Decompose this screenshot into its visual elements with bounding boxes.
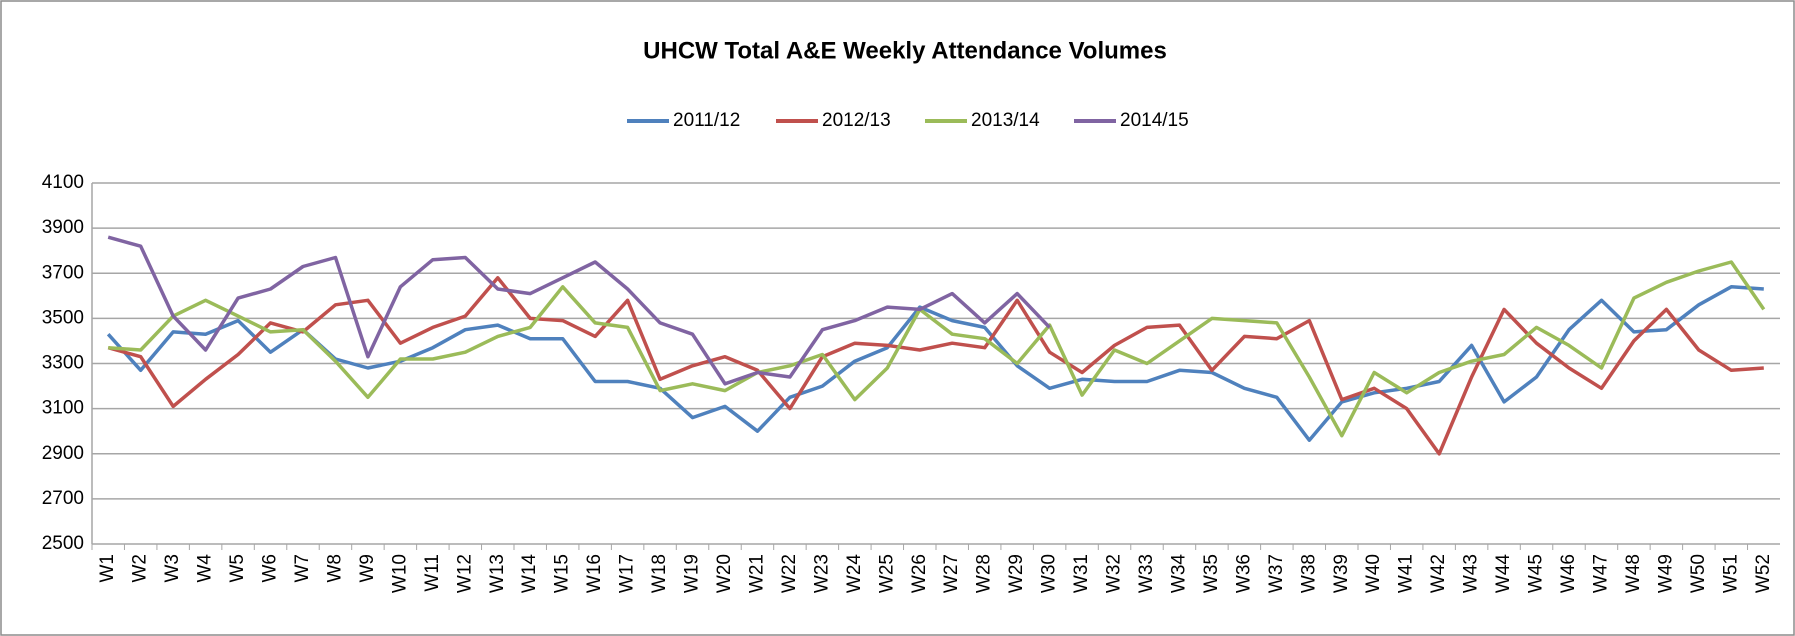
x-tick-label: W6 (260, 554, 281, 583)
x-tick-label: W32 (1104, 554, 1125, 593)
x-tick-label: W10 (389, 554, 410, 593)
x-tick-label: W39 (1331, 554, 1352, 593)
x-tick-label: W2 (130, 554, 151, 583)
x-tick-label: W25 (876, 554, 897, 593)
x-tick-label: W33 (1136, 554, 1157, 593)
x-tick-label: W30 (1039, 554, 1060, 593)
x-tick-label: W43 (1461, 554, 1482, 593)
y-tick-label: 3900 (42, 217, 84, 238)
x-tick-label: W47 (1590, 554, 1611, 593)
x-tick-label: W14 (519, 554, 540, 594)
y-tick-label: 4100 (42, 172, 84, 193)
x-tick-label: W26 (909, 554, 930, 593)
x-tick-label: W15 (552, 554, 573, 593)
x-tick-label: W42 (1428, 554, 1449, 593)
x-tick-label: W37 (1266, 554, 1287, 593)
y-tick-label: 2900 (42, 443, 84, 464)
x-tick-label: W13 (487, 554, 508, 593)
chart-title: UHCW Total A&E Weekly Attendance Volumes (643, 37, 1167, 64)
x-tick-label: W21 (746, 554, 767, 593)
x-tick-label: W8 (324, 554, 345, 583)
legend-label: 2011/12 (673, 110, 740, 131)
x-tick-label: W4 (195, 554, 216, 583)
x-tick-label: W9 (357, 554, 378, 583)
series-line (107, 235, 1051, 386)
y-tick-label: 3300 (42, 353, 84, 374)
x-tick-label: W18 (649, 554, 670, 593)
x-tick-label: W22 (779, 554, 800, 593)
y-tick-label: 3700 (42, 262, 84, 283)
x-tick-label: W36 (1233, 554, 1254, 593)
x-tick-label: W48 (1623, 554, 1644, 593)
x-tick-label: W17 (617, 554, 638, 593)
x-tick-label: W41 (1396, 554, 1417, 593)
x-tick-label: W34 (1168, 554, 1189, 594)
x-tick-label: W29 (1006, 554, 1027, 593)
x-tick-label: W35 (1201, 554, 1222, 593)
x-tick-label: W24 (844, 554, 865, 594)
x-tick-label: W51 (1720, 554, 1741, 593)
x-tick-label: W27 (941, 554, 962, 593)
x-tick-label: W45 (1526, 554, 1547, 593)
x-tick-label: W31 (1071, 554, 1092, 593)
x-tick-label: W1 (97, 554, 118, 583)
legend-label: 2012/13 (822, 110, 891, 131)
y-tick-label: 2700 (42, 488, 84, 509)
y-tick-label: 3500 (42, 307, 84, 328)
x-tick-label: W40 (1363, 554, 1384, 593)
legend-label: 2014/15 (1120, 110, 1189, 131)
x-tick-label: W19 (682, 554, 703, 593)
x-tick-label: W50 (1688, 554, 1709, 593)
x-tick-label: W23 (811, 554, 832, 593)
x-tick-label: W3 (162, 554, 183, 583)
x-tick-label: W44 (1493, 554, 1514, 594)
x-tick-label: W11 (422, 554, 443, 592)
y-tick-label: 3100 (42, 398, 84, 419)
x-tick-label: W16 (584, 554, 605, 593)
legend-label: 2013/14 (971, 110, 1040, 131)
y-tick-label: 2500 (42, 533, 84, 554)
x-tick-label: W46 (1558, 554, 1579, 593)
x-tick-label: W52 (1753, 554, 1774, 593)
series-line (106, 285, 1764, 442)
x-tick-label: W5 (227, 554, 248, 583)
x-tick-label: W49 (1655, 554, 1676, 593)
x-tick-label: W20 (714, 554, 735, 593)
x-tick-label: W12 (454, 554, 475, 593)
x-tick-label: W7 (292, 554, 313, 583)
x-tick-label: W38 (1298, 554, 1319, 593)
x-tick-label: W28 (974, 554, 995, 593)
series-line (108, 260, 1766, 438)
